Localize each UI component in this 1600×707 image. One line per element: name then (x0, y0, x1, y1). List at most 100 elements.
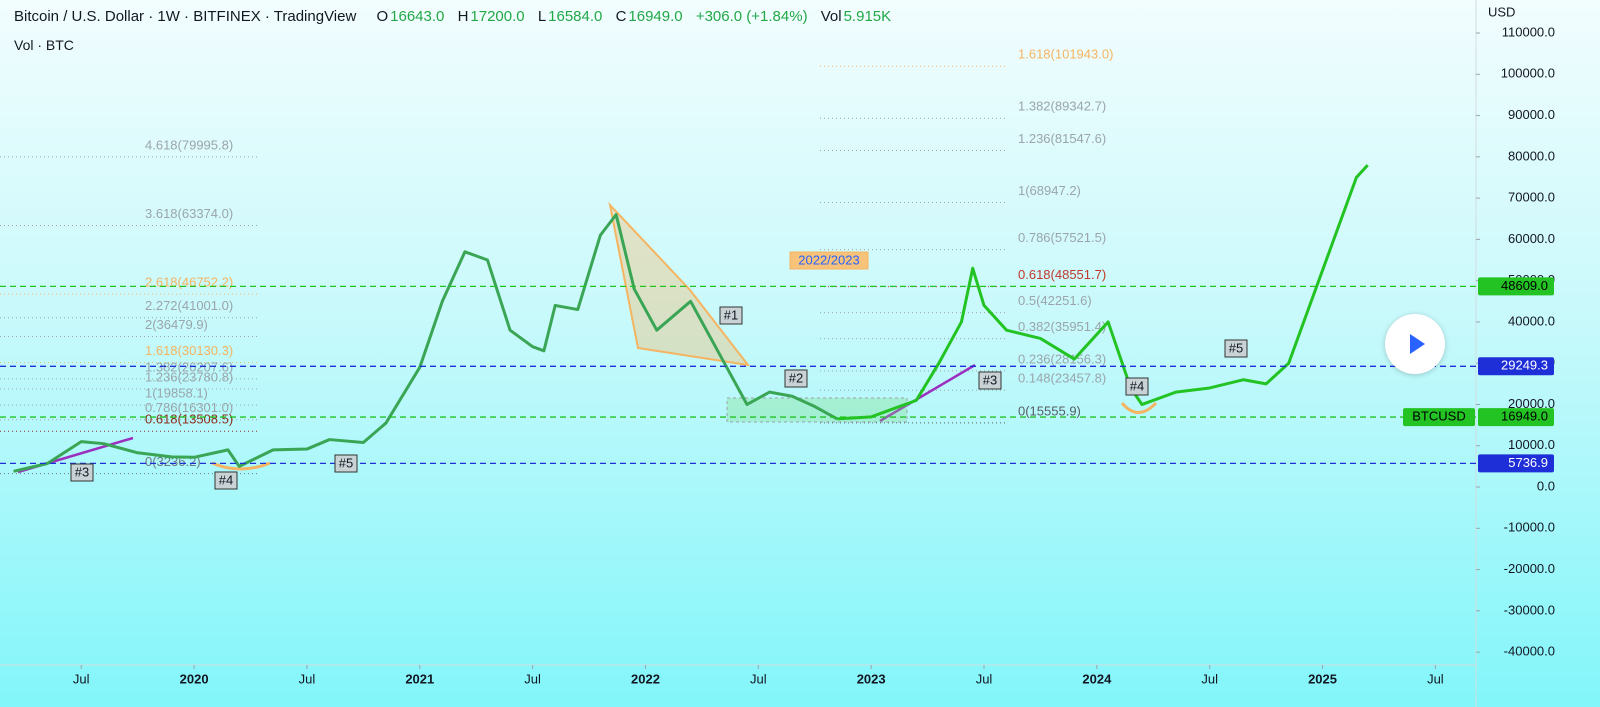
fib-label: 1.236(81547.6) (1018, 131, 1106, 146)
fib-label: 1(68947.2) (1018, 183, 1081, 198)
pattern-drawing (608, 201, 751, 367)
ohlc-value: 17200.0 (470, 8, 525, 25)
symbol-title: Bitcoin / U.S. Dollar · 1W · BITFINEX · … (14, 8, 357, 25)
price-tag (1478, 357, 1554, 376)
annotation-box (1224, 339, 1248, 358)
annotation-box (978, 371, 1002, 390)
fib-label: 1.382(26207.6) (145, 359, 233, 374)
trend-line (879, 363, 976, 423)
ohlc-label: L (537, 8, 547, 25)
fib-label: 2(36479.9) (145, 317, 208, 332)
fib-label: 0.786(57521.5) (1018, 230, 1106, 245)
price-line (837, 164, 1369, 421)
fib-label: 2.618(46752.2) (145, 275, 233, 290)
price-tag (1478, 277, 1554, 296)
x-tick-label: 2023 (857, 671, 886, 686)
x-tick-label: Jul (524, 671, 541, 686)
annotation-label: #1 (724, 307, 738, 322)
annotation-box (719, 306, 743, 325)
play-button[interactable] (1385, 314, 1445, 374)
ohlc-label: O (376, 8, 389, 25)
fib-label: 2.272(41001.0) (145, 298, 233, 313)
fib-label: 4.618(79995.8) (145, 137, 233, 152)
annotation-box (789, 251, 869, 270)
ohlc-value: 16584.0 (548, 8, 603, 25)
x-tick-label: Jul (976, 671, 993, 686)
arc-drawing (1120, 401, 1158, 414)
symbol-tag (1403, 408, 1475, 427)
price-tag (1478, 454, 1554, 473)
x-tick-label: Jul (73, 671, 90, 686)
x-tick-label: 2022 (631, 671, 660, 686)
symbol-tag-label: BTCUSD (1412, 409, 1465, 424)
annotation-box (70, 463, 94, 482)
vol-value: 5.915K (843, 8, 892, 25)
fib-label: 1.618(101943.0) (1018, 47, 1113, 62)
x-tick-label: Jul (1427, 671, 1444, 686)
annotation-box (784, 369, 808, 388)
y-tick-label: 60000.0 (1508, 231, 1555, 246)
price-tag-label: 29249.3 (1501, 358, 1548, 373)
y-tick-label: -30000.0 (1504, 602, 1555, 617)
fib-label: 0.236(28156.3) (1018, 351, 1106, 366)
fib-label: 0.382(35951.4) (1018, 319, 1106, 334)
fib-label: 1.236(23780.8) (145, 369, 233, 384)
x-tick-label: 2024 (1082, 671, 1112, 686)
volume-legend: Vol · BTC (14, 37, 74, 53)
ohlc-value: 16949.0 (628, 8, 683, 25)
annotation-label: #4 (1130, 378, 1144, 393)
annotation-label: #2 (789, 370, 803, 385)
annotation-label: 2022/2023 (798, 252, 859, 267)
annotation-label: #3 (75, 464, 89, 479)
fib-label: 0.148(23457.8) (1018, 371, 1106, 386)
y-tick-label: -40000.0 (1504, 644, 1555, 659)
ohlc-label: C (615, 8, 627, 25)
arc-drawing (211, 461, 271, 471)
annotation-label: #5 (1229, 340, 1243, 355)
fib-label: 1.382(89342.7) (1018, 99, 1106, 114)
y-tick-label: 0.0 (1537, 478, 1555, 493)
x-tick-label: 2021 (405, 671, 434, 686)
y-tick-label: 20000.0 (1508, 396, 1555, 411)
y-tick-label: 90000.0 (1508, 107, 1555, 122)
fib-label: 1(19858.1) (145, 386, 208, 401)
price-tag (1478, 408, 1554, 427)
change: +306.0 (+1.84%) (695, 8, 808, 25)
annotation-label: #4 (219, 472, 233, 487)
fib-label: 0.5(42251.6) (1018, 293, 1092, 308)
annotation-box (214, 471, 238, 490)
x-tick-label: 2020 (180, 671, 209, 686)
price-tag-label: 5736.9 (1508, 455, 1548, 470)
y-tick-label: 10000.0 (1508, 437, 1555, 452)
ohlc-value: 16643.0 (390, 8, 445, 25)
y-tick-label: 70000.0 (1508, 190, 1555, 205)
price-tag-label: 48609.0 (1501, 278, 1548, 293)
y-tick-label: -10000.0 (1504, 520, 1555, 535)
annotation-box (1125, 377, 1149, 396)
annotation-label: #3 (983, 372, 997, 387)
range-box (726, 397, 908, 423)
fib-label: 0(15555.9) (1018, 403, 1081, 418)
play-icon (1410, 334, 1425, 354)
x-tick-label: Jul (299, 671, 316, 686)
y-tick-label: 40000.0 (1508, 313, 1555, 328)
fib-label: 0.618(13508.5) (145, 412, 233, 427)
y-tick-label: 110000.0 (1502, 24, 1555, 39)
fib-label: 1.618(30130.3) (145, 343, 233, 358)
ohlc-label: H (457, 8, 469, 25)
price-line (13, 213, 839, 473)
fib-label: 0.786(16301.0) (145, 400, 233, 415)
y-tick-label: 100000.0 (1501, 66, 1555, 81)
y-unit: USD (1488, 4, 1515, 19)
y-tick-label: 80000.0 (1508, 148, 1555, 163)
header: Bitcoin / U.S. Dollar · 1W · BITFINEX · … (14, 8, 900, 25)
x-tick-label: Jul (750, 671, 767, 686)
x-tick-label: 2025 (1308, 671, 1337, 686)
x-tick-label: Jul (1201, 671, 1218, 686)
vol-label: Vol (820, 8, 842, 25)
fib-label: 3.618(63374.0) (145, 206, 233, 221)
annotation-box (334, 454, 358, 473)
price-tag-label: 16949.0 (1501, 409, 1548, 424)
